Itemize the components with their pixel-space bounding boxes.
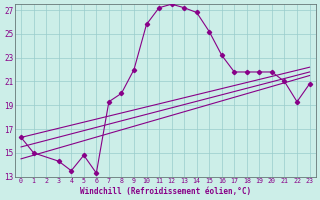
X-axis label: Windchill (Refroidissement éolien,°C): Windchill (Refroidissement éolien,°C) [80, 187, 251, 196]
